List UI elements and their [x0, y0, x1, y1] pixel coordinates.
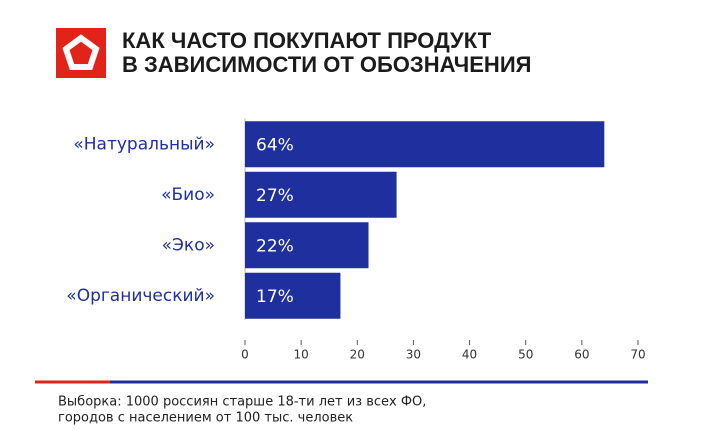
x-tick-label: 60 — [574, 348, 589, 362]
x-tick-label: 40 — [462, 348, 477, 362]
x-tick-label: 0 — [241, 348, 249, 362]
logo-pentagon — [62, 34, 100, 70]
x-tick-label: 50 — [518, 348, 533, 362]
x-tick-label: 10 — [294, 348, 309, 362]
footnote: городов с населением от 100 тыс. человек — [58, 411, 353, 426]
footnote: Выборка: 1000 россиян старше 18-ти лет и… — [58, 395, 426, 410]
value-label: 17% — [256, 287, 294, 307]
category-label: «Натуральный» — [73, 134, 215, 154]
bar — [245, 272, 341, 319]
value-label: 27% — [256, 186, 294, 206]
category-label: «Био» — [161, 185, 215, 205]
chart-title: В ЗАВИСИМОСТИ ОТ ОБОЗНАЧЕНИЯ — [122, 52, 531, 77]
bar — [245, 171, 397, 218]
bar — [245, 121, 605, 168]
value-label: 22% — [256, 236, 294, 256]
logo — [56, 28, 106, 78]
x-tick-label: 20 — [350, 348, 365, 362]
value-label: 64% — [256, 135, 294, 155]
category-label: «Эко» — [162, 235, 215, 255]
bar — [245, 222, 369, 269]
category-label: «Органический» — [66, 286, 215, 306]
x-tick-label: 70 — [630, 348, 645, 362]
x-tick-label: 30 — [406, 348, 421, 362]
chart-title: КАК ЧАСТО ПОКУПАЮТ ПРОДУКТ — [122, 28, 492, 53]
